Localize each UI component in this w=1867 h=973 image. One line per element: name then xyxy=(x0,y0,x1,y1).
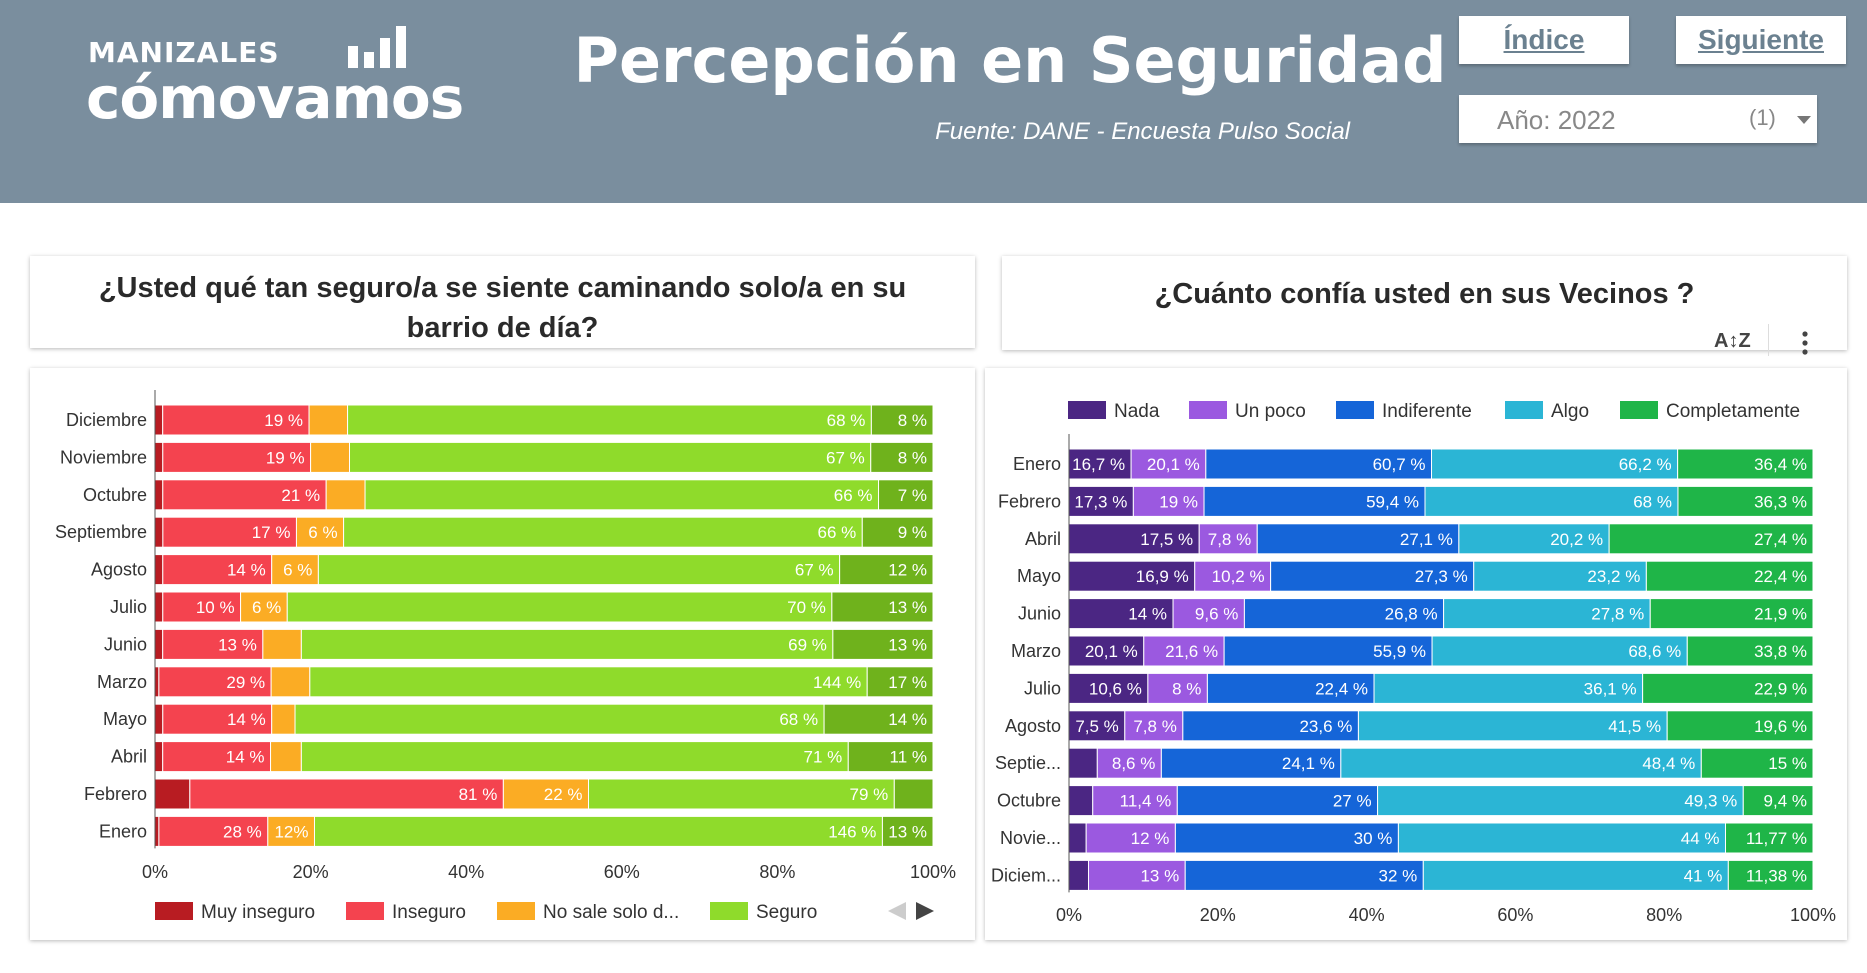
right-chart-card xyxy=(985,368,1847,940)
data-source: Fuente: DANE - Encuesta Pulso Social xyxy=(935,118,1350,145)
next-button[interactable]: Siguiente xyxy=(1676,16,1846,64)
logo-bottom-text: cómovamos xyxy=(86,64,464,132)
right-chart-title: ¿Cuánto confía usted en sus Vecinos ? xyxy=(1154,278,1695,310)
year-dropdown-count: (1) xyxy=(1749,105,1776,130)
more-vert-icon[interactable] xyxy=(1800,330,1810,356)
index-button[interactable]: Índice xyxy=(1459,16,1629,64)
logo-bars-icon xyxy=(348,26,406,68)
page-title: Percepción en Seguridad xyxy=(573,24,1447,97)
logo-top-text: MANIZALES xyxy=(88,36,280,69)
toolbar-divider xyxy=(1768,324,1769,356)
header-bar: MANIZALES cómovamos Percepción en Seguri… xyxy=(0,0,1867,203)
left-chart-title: ¿Usted qué tan seguro/a se siente camina… xyxy=(98,272,907,344)
chevron-down-icon xyxy=(1797,116,1811,124)
sort-az-icon[interactable]: A↕Z xyxy=(1714,330,1751,352)
year-dropdown[interactable]: Año: 2022 (1) xyxy=(1459,95,1817,143)
right-chart-title-card: ¿Cuánto confía usted en sus Vecinos ? xyxy=(1002,256,1847,350)
left-chart-card xyxy=(30,368,975,940)
left-chart-title-card: ¿Usted qué tan seguro/a se siente camina… xyxy=(30,256,975,348)
year-dropdown-value: Año: 2022 xyxy=(1497,105,1616,135)
